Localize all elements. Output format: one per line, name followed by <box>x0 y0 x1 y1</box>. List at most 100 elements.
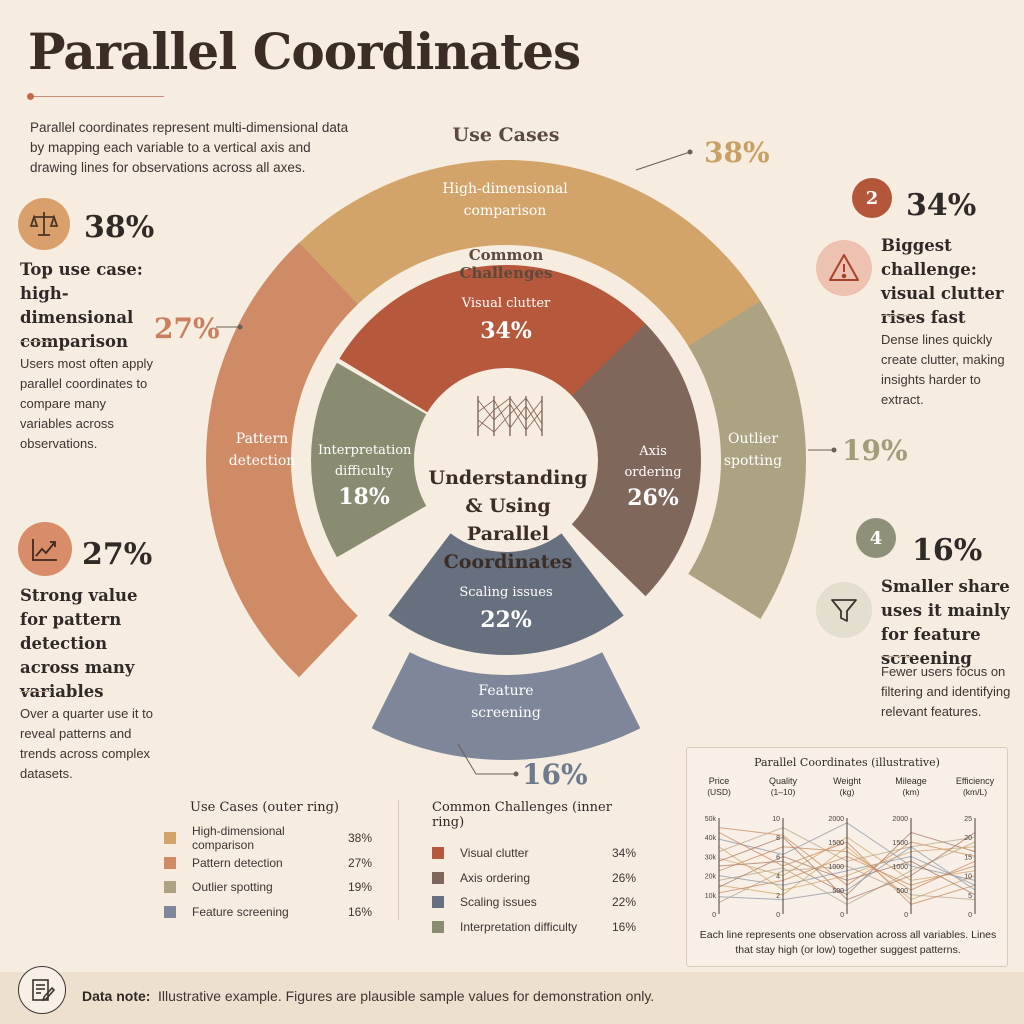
legend-challenge-row-2: Scaling issues 22% <box>432 890 636 915</box>
pc-tick-1-4: 2 <box>776 893 780 900</box>
left-top-value: 38% <box>84 210 155 245</box>
legend-use-case-label-3: Feature screening <box>192 904 289 919</box>
outer-segment-3 <box>371 652 641 760</box>
center-icon-line-0 <box>477 399 543 431</box>
outer-label-high-dim: High-dimensional comparison <box>442 181 568 219</box>
document-note-icon <box>18 966 66 1014</box>
legend-use-case-row-3: Feature screening 16% <box>164 900 372 925</box>
legend-use-cases: Use Cases (outer ring) High-dimensional … <box>164 800 372 924</box>
legend-use-case-value-3: 16% <box>347 904 372 919</box>
pc-tick-2-2: 1000 <box>828 864 844 871</box>
pc-tick-4-4: 5 <box>968 893 972 900</box>
pc-axis-label-1: Quality <box>769 776 798 786</box>
legend-use-case-swatch-0 <box>164 832 176 845</box>
pc-tick-1-1: 8 <box>776 835 780 842</box>
pc-tick-0-0: 50k <box>705 816 717 823</box>
outer-value-pattern: 27% <box>154 312 220 345</box>
legend-challenge-swatch-2 <box>432 896 444 909</box>
pc-tick-2-3: 500 <box>832 888 844 895</box>
legend-use-case-value-1: 27% <box>347 855 372 870</box>
legend-challenge-value-3: 16% <box>611 919 636 934</box>
left-bottom-text: Over a quarter use it to reveal patterns… <box>20 706 153 781</box>
outer-label-pattern: Pattern detection <box>228 431 296 469</box>
legend-challenge-value-2: 22% <box>611 895 636 910</box>
pc-axis-label-3: Mileage <box>895 776 927 786</box>
legend-challenge-row-0: Visual clutter 34% <box>432 841 636 866</box>
legend-challenge-row-3: Interpretation difficulty 16% <box>432 915 636 940</box>
leader-dot-3 <box>513 771 519 777</box>
title-divider-dot <box>27 93 34 100</box>
leader-lines <box>216 149 837 777</box>
legend-challenge-label-0: Visual clutter <box>460 846 529 861</box>
inner-label-clutter: Visual clutter <box>461 296 551 311</box>
pc-tick-3-2: 1000 <box>892 864 908 871</box>
funnel-icon <box>816 582 872 638</box>
trend-chart-icon <box>18 522 72 576</box>
legend-divider <box>398 800 399 920</box>
legend-use-case-value-0: 38% <box>347 831 372 846</box>
legend-use-case-row-1: Pattern detection 27% <box>164 851 372 876</box>
pc-axis-label-2: Weight <box>833 776 861 786</box>
center-icon-line-1 <box>477 399 543 433</box>
outer-ring-title: Use Cases <box>452 124 560 146</box>
left-bottom-value: 27% <box>82 537 153 572</box>
pc-axis-unit-3: (km) <box>903 787 920 797</box>
inner-value-scaling: 22% <box>480 607 532 633</box>
pc-axis-unit-1: (1–10) <box>771 787 796 797</box>
right-top-value: 34% <box>906 188 977 223</box>
parallel-lines-icon <box>477 396 543 436</box>
pc-tick-4-1: 20 <box>964 835 972 842</box>
legend-use-case-row-0: High-dimensional comparison 38% <box>164 824 372 852</box>
legend-use-case-row-2: Outlier spotting 19% <box>164 875 372 900</box>
pc-tick-2-1: 1500 <box>828 840 844 847</box>
legend-use-case-label-1: Pattern detection <box>192 855 283 870</box>
inner-segment-2 <box>388 533 624 655</box>
badge-4: 4 <box>856 518 896 558</box>
inner-ring <box>310 265 701 655</box>
outer-segment-2 <box>688 301 807 619</box>
left-bottom-divider <box>20 691 52 692</box>
inner-segment-0 <box>339 265 673 413</box>
pc-tick-4-3: 10 <box>964 874 972 881</box>
badge-2: 2 <box>852 178 892 218</box>
left-top-heading: Top use case: high-dimensional compariso… <box>20 260 143 351</box>
outer-label-outlier: Outlier spotting <box>723 431 783 469</box>
pc-tick-3-4: 0 <box>904 912 908 919</box>
intro-text: Parallel coordinates represent multi-dim… <box>30 120 349 175</box>
right-bottom-divider <box>881 656 913 657</box>
inner-value-interpretation: 18% <box>338 484 390 510</box>
pc-tick-0-5: 0 <box>712 912 716 919</box>
pc-tick-2-0: 2000 <box>828 816 844 823</box>
right-bottom-value: 16% <box>912 533 983 568</box>
pc-tick-0-2: 30k <box>705 854 717 861</box>
outer-segment-0 <box>231 159 781 374</box>
legend-challenge-label-2: Scaling issues <box>460 895 537 910</box>
pc-tick-1-0: 10 <box>772 816 780 823</box>
right-bottom-text: Fewer users focus on filtering and ident… <box>881 664 1011 719</box>
left-top-text: Users most often apply parallel coordina… <box>20 356 153 451</box>
pc-tick-4-2: 15 <box>964 854 972 861</box>
outer-ring <box>205 159 807 760</box>
balance-scale-icon <box>18 198 70 250</box>
outer-value-feature: 16% <box>522 758 588 791</box>
legend-challenges-title: Common Challenges (inner ring) <box>432 800 612 830</box>
legend-challenge-value-1: 26% <box>611 870 636 885</box>
center-icon-line-2 <box>477 397 543 429</box>
warning-icon <box>816 240 872 296</box>
pc-chart: Price(USD) 50k 40k 30k 20k 10k 0 Quality(1–10) 1… <box>705 776 995 919</box>
pc-tick-1-5: 0 <box>776 912 780 919</box>
parallel-coordinates-panel: Parallel Coordinates (illustrative) Pric… <box>686 747 1008 967</box>
legend-challenge-value-0: 34% <box>611 846 636 861</box>
right-top-text: Dense lines quickly create clutter, maki… <box>881 332 1005 407</box>
legend-challenge-label-3: Interpretation difficulty <box>460 919 578 934</box>
pc-tick-4-5: 0 <box>968 912 972 919</box>
inner-label-axis: Axis ordering <box>624 444 682 480</box>
inner-ring-title: Common Challenges <box>459 246 553 282</box>
leader-line-3 <box>457 743 516 775</box>
pc-tick-3-1: 1500 <box>892 840 908 847</box>
inner-label-interpretation: Interpretation difficulty <box>318 443 412 479</box>
legend-use-case-label-2: Outlier spotting <box>192 880 273 895</box>
footer-label: Data note: <box>82 988 151 1004</box>
legend-challenge-swatch-3 <box>432 920 444 933</box>
